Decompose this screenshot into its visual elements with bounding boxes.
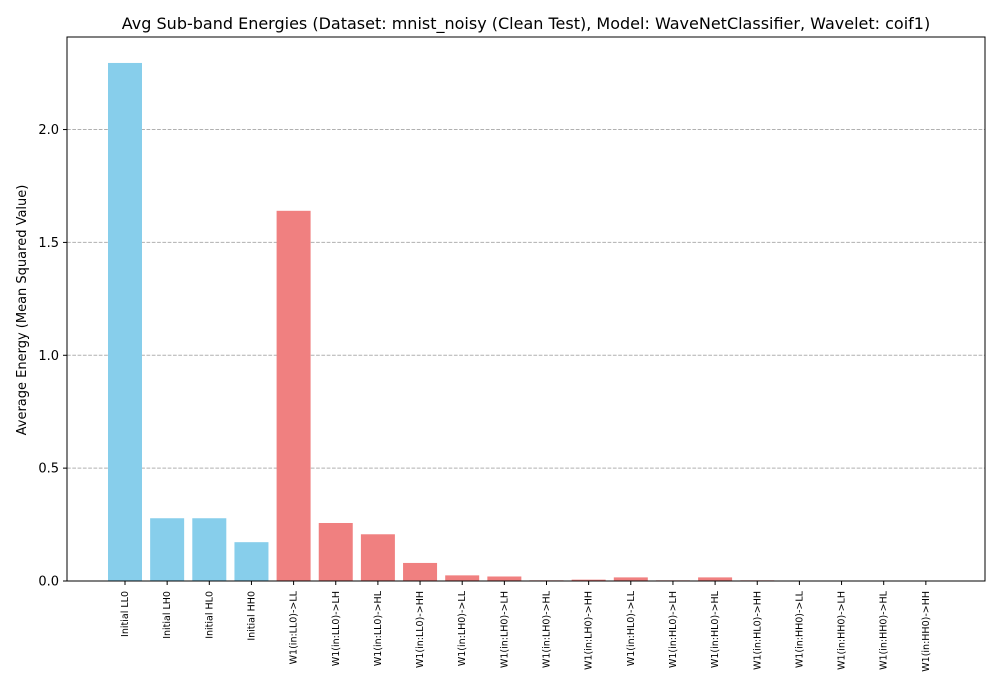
bar xyxy=(445,575,480,581)
y-tick-label: 2.0 xyxy=(38,123,59,138)
bars xyxy=(108,62,943,582)
x-tick-label: W1(in:HL0)->LL xyxy=(626,590,637,666)
x-tick-label: Initial HH0 xyxy=(246,591,257,641)
x-tick-label: W1(in:LH0)->LH xyxy=(499,591,510,668)
chart-title: Avg Sub-band Energies (Dataset: mnist_no… xyxy=(122,14,930,34)
y-tick-label: 0.0 xyxy=(38,575,59,590)
bar xyxy=(360,534,395,581)
grid-lines xyxy=(67,129,985,469)
x-tick-label: W1(in:LL0)->HH xyxy=(415,591,426,668)
x-tick-label: W1(in:HL0)->LH xyxy=(668,591,679,668)
bar xyxy=(318,522,353,581)
x-axis-ticks: Initial LL0 Initial LH0 Initial HL0 Initial… xyxy=(120,581,932,672)
bar xyxy=(613,577,648,581)
x-tick-label: W1(in:HL0)->HL xyxy=(710,590,721,668)
bar xyxy=(276,210,311,581)
x-tick-label: W1(in:LL0)->LH xyxy=(331,591,342,666)
x-tick-label: W1(in:HL0)->HH xyxy=(752,591,763,670)
bar xyxy=(192,518,227,581)
bar xyxy=(108,62,142,582)
bar xyxy=(234,542,269,581)
x-tick-label: Initial LH0 xyxy=(162,591,173,639)
x-tick-label: W1(in:HH0)->LH xyxy=(837,591,848,670)
y-axis-label: Average Energy (Mean Squared Value) xyxy=(15,185,30,436)
x-tick-label: W1(in:LL0)->LL xyxy=(289,590,300,664)
plot-frame xyxy=(66,36,986,582)
x-tick-label: Initial HL0 xyxy=(204,591,215,639)
x-tick-label: W1(in:LH0)->HH xyxy=(584,591,595,670)
y-tick-label: 1.5 xyxy=(38,236,59,251)
x-tick-label: W1(in:LH0)->LL xyxy=(457,590,468,666)
x-tick-label: W1(in:HH0)->LL xyxy=(794,590,805,668)
bar xyxy=(150,518,185,581)
bar xyxy=(571,579,606,581)
x-tick-label: W1(in:HH0)->HL xyxy=(879,590,890,670)
y-tick-label: 1.0 xyxy=(38,349,59,364)
x-tick-label: W1(in:HH0)->HH xyxy=(921,591,932,672)
x-tick-label: W1(in:LL0)->HL xyxy=(373,590,384,666)
bar xyxy=(487,576,522,581)
x-tick-label: Initial LL0 xyxy=(120,591,131,637)
bar xyxy=(403,562,438,581)
bar xyxy=(698,577,733,581)
y-tick-label: 0.5 xyxy=(38,462,59,477)
x-tick-label: W1(in:LH0)->HL xyxy=(542,590,553,668)
y-axis-ticks: 0.0 0.5 1.0 1.5 2.0 xyxy=(38,123,67,590)
